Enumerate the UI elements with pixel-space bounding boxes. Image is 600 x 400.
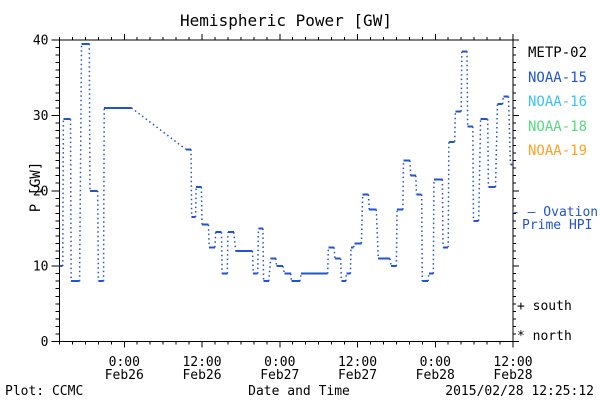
svg-text:Feb26: Feb26 <box>182 368 221 383</box>
svg-text:12:00: 12:00 <box>182 355 221 370</box>
svg-text:0: 0 <box>41 335 49 350</box>
svg-text:0:00: 0:00 <box>109 355 140 370</box>
hpi-step-line <box>59 42 513 283</box>
svg-text:20: 20 <box>33 184 49 199</box>
svg-text:12:00: 12:00 <box>493 355 532 370</box>
axes-frame <box>51 34 519 348</box>
chart-title: Hemispheric Power [GW] <box>180 11 392 30</box>
svg-text:Feb26: Feb26 <box>105 368 144 383</box>
svg-text:Feb27: Feb27 <box>338 368 377 383</box>
y-axis-label: P [GW] <box>28 161 44 213</box>
ovation-label-line2: Prime HPI <box>522 218 593 233</box>
satellite-legend: METP-02 NOAA-15 NOAA-16 NOAA-18 NOAA-19 <box>528 41 587 164</box>
svg-text:12:00: 12:00 <box>338 355 377 370</box>
north-marker-label: * north <box>517 329 572 344</box>
south-marker-label: + south <box>517 299 572 314</box>
ovation-series-label: - — Ovation Prime HPI <box>512 206 598 232</box>
svg-text:30: 30 <box>33 109 49 124</box>
legend-sat-4: NOAA-19 <box>528 143 588 159</box>
plot-credit: Plot: CCMC <box>5 384 84 399</box>
svg-text:40: 40 <box>33 34 49 49</box>
svg-text:10: 10 <box>33 260 49 275</box>
legend-sat-1: NOAA-15 <box>528 69 588 86</box>
legend-sat-3: NOAA-18 <box>528 118 588 135</box>
tick-labels: 0102030400:00Feb2612:00Feb260:00Feb2712:… <box>33 34 533 384</box>
plot-timestamp: 2015/02/28 12:25:12 <box>445 384 594 399</box>
svg-text:0:00: 0:00 <box>264 355 295 370</box>
legend-sat-2: NOAA-16 <box>528 94 588 110</box>
svg-text:Feb28: Feb28 <box>416 368 455 383</box>
legend-sat-0: METP-02 <box>528 45 588 61</box>
svg-text:0:00: 0:00 <box>420 355 451 370</box>
svg-text:Feb28: Feb28 <box>493 368 532 383</box>
x-axis-title: Date and Time <box>248 384 350 399</box>
svg-text:Feb27: Feb27 <box>260 368 299 383</box>
ovation-line-sample: - — Ovation <box>512 205 599 220</box>
